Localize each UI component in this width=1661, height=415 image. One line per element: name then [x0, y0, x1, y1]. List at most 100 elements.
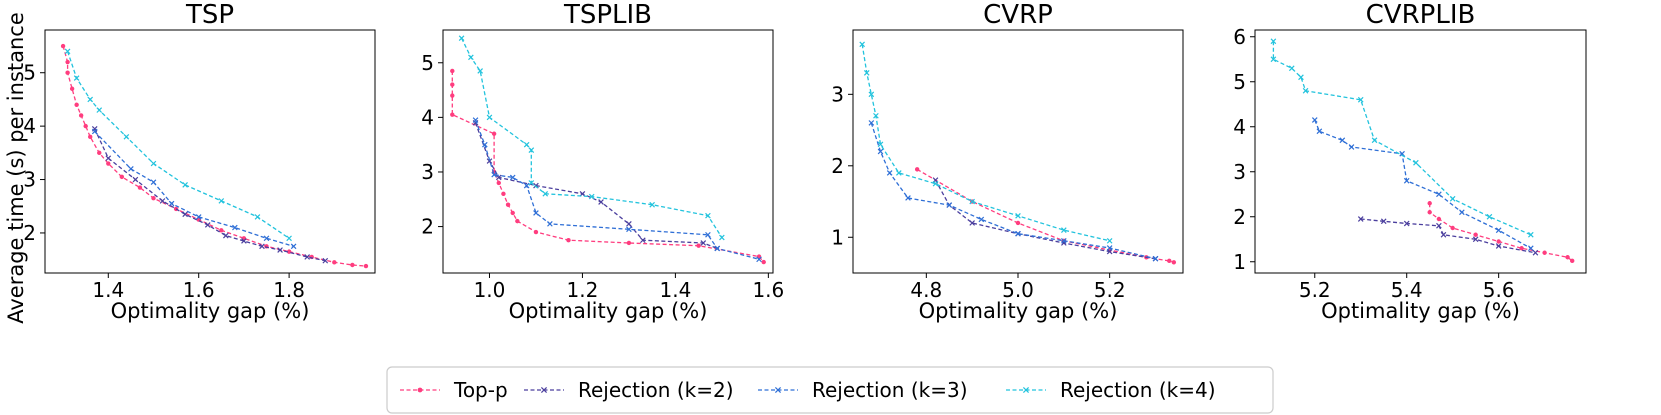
x-tick-label: 5.2 — [1299, 278, 1331, 302]
data-point — [528, 180, 535, 186]
data-point — [97, 150, 102, 156]
shared-y-axis-label: Average time (s) per instance — [4, 12, 28, 324]
data-point — [195, 214, 202, 220]
subplot-tsp: TSP 1.4 1.6 1.8 2 3 4 5 Optimality gap (%) — [23, 0, 376, 323]
data-point — [714, 245, 721, 252]
legend-marker — [540, 386, 548, 394]
data-point — [1495, 227, 1502, 234]
data-point — [1473, 232, 1478, 237]
data-point — [1167, 258, 1172, 264]
data-point — [626, 240, 632, 246]
data-point — [1316, 128, 1323, 135]
data-point — [96, 107, 103, 113]
series-rejection-k-4 — [859, 41, 1113, 244]
data-point — [1528, 245, 1534, 252]
data-point — [182, 211, 188, 218]
data-point — [350, 262, 355, 268]
series-rejection-k-2 — [91, 125, 329, 264]
legend-label: Top-p — [453, 378, 508, 402]
data-point — [1015, 212, 1021, 219]
legend-marker — [417, 387, 423, 393]
data-point — [263, 235, 270, 242]
x-tick-label: 5.2 — [1094, 278, 1126, 302]
data-point — [566, 238, 571, 243]
x-tick-label: 1.8 — [273, 278, 305, 302]
data-point — [705, 231, 711, 238]
data-point — [1496, 239, 1501, 244]
data-point — [65, 70, 70, 75]
data-point — [877, 141, 884, 148]
data-point — [515, 218, 520, 224]
x-tick-label: 1.4 — [659, 278, 691, 302]
data-point — [304, 254, 311, 260]
data-point — [1486, 213, 1493, 220]
data-point — [259, 243, 265, 250]
x-tick-label: 1.2 — [567, 278, 599, 302]
data-point — [1311, 117, 1318, 123]
legend-items: Top-p Rejection (k=2) Rejection (k=3) Rejec… — [400, 378, 1216, 402]
series-rejection-k-4 — [1270, 38, 1534, 238]
series-rejection-k-3 — [868, 120, 1159, 262]
data-point — [1380, 218, 1387, 225]
data-point — [241, 238, 247, 244]
y-tick-label: 3 — [421, 160, 434, 184]
data-point — [1270, 38, 1277, 45]
data-point — [472, 117, 479, 123]
data-point — [1440, 231, 1447, 238]
y-tick-label: 4 — [1233, 115, 1246, 139]
x-tick-label: 1.6 — [183, 278, 215, 302]
series-top-p — [450, 68, 766, 265]
data-point — [60, 43, 66, 49]
data-point — [69, 86, 75, 91]
data-point — [491, 171, 497, 178]
data-point — [509, 174, 516, 181]
subplot-cvrp: CVRP 4.8 5.0 5.2 1 2 3 Optimality gap (%) — [831, 0, 1184, 323]
data-point — [332, 260, 337, 265]
y-tick-label: 4 — [23, 114, 36, 138]
data-point — [123, 133, 130, 140]
series-rejection-k-4 — [64, 48, 292, 242]
data-point — [547, 221, 553, 227]
data-point — [756, 256, 762, 263]
data-point — [450, 68, 455, 74]
data-point — [1427, 201, 1432, 206]
data-point — [877, 148, 884, 155]
data-point — [1357, 216, 1364, 222]
data-point — [1427, 210, 1432, 215]
y-tick-label: 1 — [831, 225, 844, 249]
data-point — [137, 185, 143, 190]
data-point — [868, 91, 875, 98]
data-point — [863, 70, 870, 76]
y-tick-label: 5 — [421, 51, 434, 75]
data-point — [1302, 87, 1309, 94]
data-point — [78, 113, 84, 118]
subplot-title: CVRPLIB — [1366, 0, 1476, 30]
data-point — [1270, 56, 1277, 63]
series-top-p — [60, 43, 369, 269]
series-rejection-k-2 — [1357, 216, 1539, 256]
y-tick-label: 2 — [23, 221, 36, 245]
data-point — [978, 216, 985, 223]
data-point — [1436, 222, 1442, 229]
data-point — [946, 202, 953, 208]
data-point — [64, 48, 71, 55]
data-point — [468, 54, 474, 61]
data-point — [1348, 144, 1355, 150]
x-axis-label: Optimality gap (%) — [111, 299, 310, 323]
subplot-cvrplib: CVRPLIB 5.2 5.4 5.6 1 2 3 4 5 6 Optimality gap (%) — [1233, 0, 1587, 323]
data-point — [510, 210, 515, 216]
data-point — [598, 199, 604, 205]
data-point — [219, 228, 224, 233]
data-point — [218, 198, 225, 204]
data-point — [83, 123, 88, 129]
data-point — [232, 224, 238, 231]
data-point — [1403, 220, 1410, 227]
series-rejection-k-3 — [91, 128, 297, 250]
data-point — [458, 35, 465, 42]
data-point — [905, 195, 911, 201]
series-line — [1314, 119, 1532, 249]
data-point — [496, 180, 501, 186]
data-point — [761, 259, 766, 265]
series-line — [94, 128, 326, 262]
legend-marker — [774, 386, 782, 394]
